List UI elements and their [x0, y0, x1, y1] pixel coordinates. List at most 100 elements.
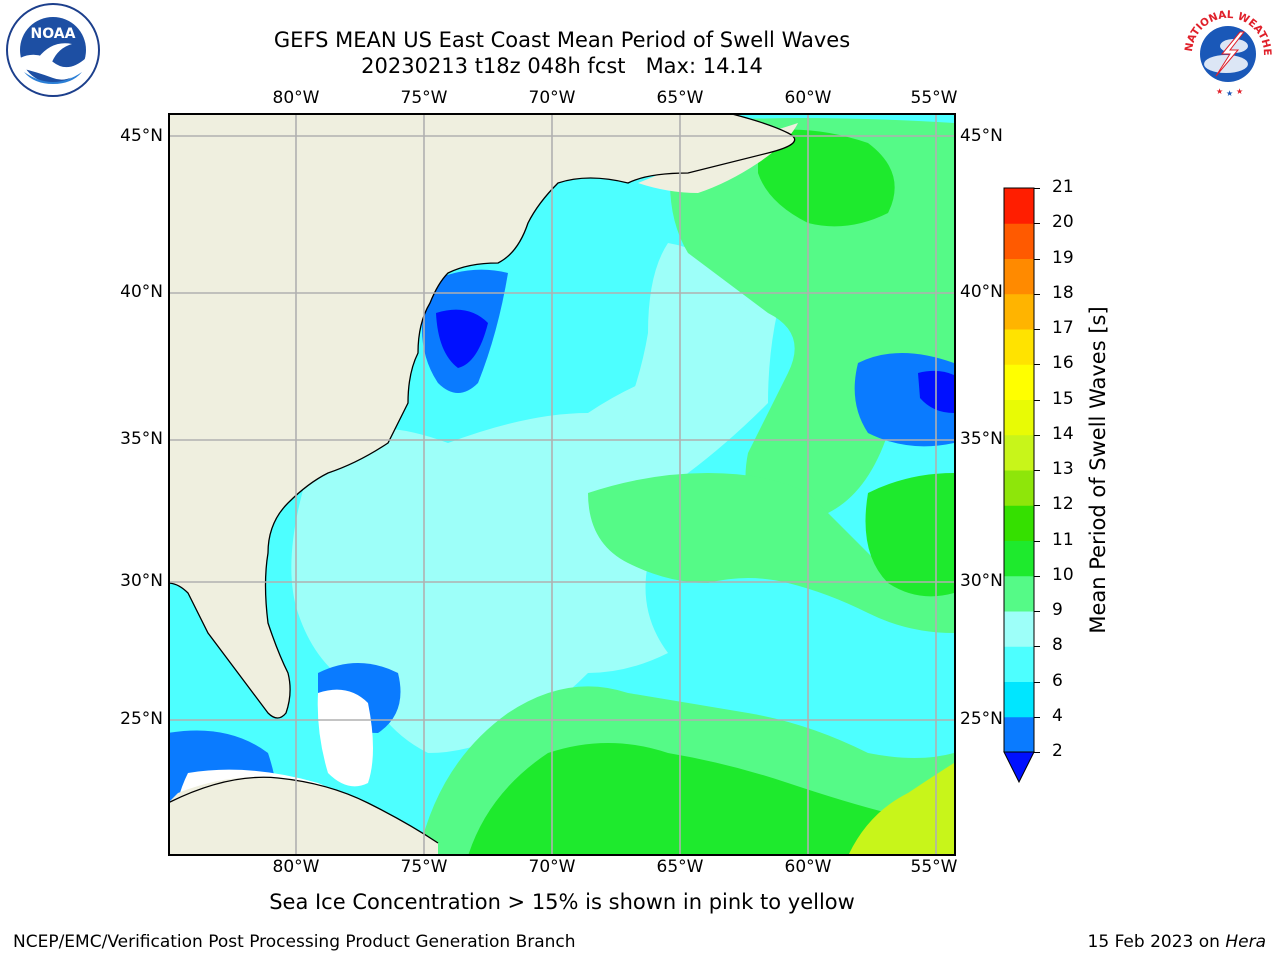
colorbar-tick-label: 16 — [1052, 353, 1074, 374]
lon-label-bottom: 80°W — [272, 857, 320, 877]
colorbar-swatch — [1004, 329, 1034, 365]
coastline — [170, 115, 796, 719]
colorbar-tick-mark — [1034, 470, 1040, 471]
lon-label-bottom: 75°W — [400, 857, 448, 877]
sea-ice-caption: Sea Ice Concentration > 15% is shown in … — [269, 890, 855, 914]
colorbar-tick-mark — [1034, 716, 1040, 718]
colorbar-tick-label: 17 — [1052, 318, 1074, 338]
colorbar-tick-label: 10 — [1052, 564, 1074, 585]
colorbar-swatch — [1004, 434, 1034, 471]
lat-label-left: 25°N — [120, 709, 163, 729]
swell-band-10-11-east — [865, 473, 954, 597]
colorbar-tick-label: 14 — [1052, 423, 1074, 444]
lon-label-top: 75°W — [400, 88, 448, 108]
lon-label-bottom: 60°W — [784, 857, 832, 877]
colorbar-swatch — [1004, 505, 1034, 541]
lon-label-bottom: 65°W — [656, 857, 704, 877]
colorbar-tick-mark — [1034, 293, 1040, 295]
colorbar-tick-mark — [1034, 223, 1040, 225]
colorbar-tick-mark — [1034, 505, 1040, 507]
colorbar-tick-mark — [1034, 646, 1040, 648]
land-cuba — [170, 777, 438, 854]
colorbar-tick-label: 8 — [1052, 635, 1063, 656]
footer-date: 15 Feb 2023 on Hera — [1088, 932, 1266, 952]
map-title: GEFS MEAN US East Coast Mean Period of S… — [273, 28, 851, 52]
colorbar-tick-mark — [1034, 540, 1040, 542]
colorbar-tick-label: 20 — [1052, 212, 1074, 233]
lon-label-top: 60°W — [784, 88, 832, 108]
colorbar-tick-label: 19 — [1052, 247, 1074, 268]
colorbar-tick-mark — [1034, 611, 1040, 612]
footer-machine: Hera — [1225, 932, 1266, 952]
lat-label-left: 45°N — [120, 126, 163, 146]
lat-label-left: 40°N — [120, 282, 163, 302]
coastline-cuba — [170, 776, 439, 844]
colorbar-swatch — [1004, 681, 1034, 718]
colorbar-swatches — [1003, 187, 1035, 784]
svg-text:★: ★ — [1216, 87, 1223, 96]
colorbar-tick-label: 15 — [1052, 388, 1074, 409]
lon-label-top: 70°W — [528, 88, 576, 108]
colorbar-swatch — [1004, 716, 1034, 753]
swell-band-10-11-north — [758, 129, 895, 227]
colorbar-swatch — [1004, 575, 1034, 612]
land-north-america — [170, 115, 795, 718]
lon-label-top: 65°W — [656, 88, 704, 108]
swell-band-below-2-core — [436, 309, 488, 368]
lat-label-left: 30°N — [120, 571, 163, 591]
lat-label-right: 40°N — [960, 282, 1003, 302]
colorbar-tick-label: 11 — [1052, 529, 1074, 550]
lat-label-right: 35°N — [960, 429, 1003, 449]
colorbar-tick-mark — [1034, 575, 1040, 577]
lon-label-bottom: 55°W — [910, 857, 958, 877]
colorbar-swatch — [1004, 364, 1034, 400]
colorbar-swatch — [1004, 611, 1034, 647]
colorbar-tick-mark — [1034, 188, 1040, 189]
map-subtitle: 20230213 t18z 048h fcst Max: 14.14 — [361, 54, 763, 78]
colorbar-swatch — [1004, 646, 1034, 682]
colorbar-extend-arrow — [1003, 751, 1035, 784]
swell-period-map — [168, 113, 956, 856]
colorbar-swatch — [1004, 399, 1034, 436]
colorbar-tick-label: 13 — [1052, 459, 1074, 479]
footer-credit: NCEP/EMC/Verification Post Processing Pr… — [13, 932, 576, 952]
colorbar-swatch — [1004, 540, 1034, 577]
colorbar-swatch — [1004, 470, 1034, 506]
colorbar-tick-mark — [1034, 399, 1040, 401]
colorbar-tick-label: 2 — [1052, 741, 1063, 761]
colorbar-tick-mark — [1034, 258, 1040, 260]
footer-date-text: 15 Feb 2023 on — [1087, 932, 1226, 952]
colorbar-swatch — [1004, 223, 1034, 259]
colorbar-tick-label: 9 — [1052, 600, 1063, 620]
colorbar-tick-mark — [1034, 681, 1040, 683]
colorbar-tick-label: 18 — [1052, 282, 1074, 303]
svg-text:★: ★ — [1226, 89, 1233, 98]
lon-label-top: 55°W — [910, 88, 958, 108]
land-nova-scotia — [638, 123, 798, 193]
colorbar-swatch — [1004, 293, 1034, 330]
colorbar-tick-label: 4 — [1052, 705, 1063, 726]
svg-text:★: ★ — [1236, 87, 1243, 96]
swell-band-10-11-south — [468, 743, 888, 854]
swell-band-8-9-north — [608, 243, 748, 453]
noaa-logo: NOAA — [2, 2, 104, 98]
lon-label-top: 80°W — [272, 88, 320, 108]
colorbar-tick-label: 12 — [1052, 494, 1074, 515]
colorbar-swatch — [1004, 188, 1034, 224]
colorbar — [1000, 186, 1040, 786]
lon-label-bottom: 70°W — [528, 857, 576, 877]
colorbar-label: Mean Period of Swell Waves [s] — [1086, 306, 1110, 634]
colorbar-tick-label: 21 — [1052, 177, 1074, 197]
lat-label-right: 30°N — [960, 571, 1003, 591]
swell-band-11-13 — [849, 763, 954, 854]
colorbar-tick-mark — [1034, 434, 1040, 436]
lat-label-right: 45°N — [960, 126, 1003, 146]
colorbar-tick-label: 6 — [1052, 670, 1063, 691]
colorbar-tick-mark — [1034, 329, 1040, 330]
lat-label-right: 25°N — [960, 709, 1003, 729]
lat-label-left: 35°N — [120, 429, 163, 449]
colorbar-tick-mark — [1034, 752, 1040, 753]
colorbar-swatch — [1004, 258, 1034, 295]
gridlines — [170, 115, 954, 854]
colorbar-tick-mark — [1034, 364, 1040, 366]
